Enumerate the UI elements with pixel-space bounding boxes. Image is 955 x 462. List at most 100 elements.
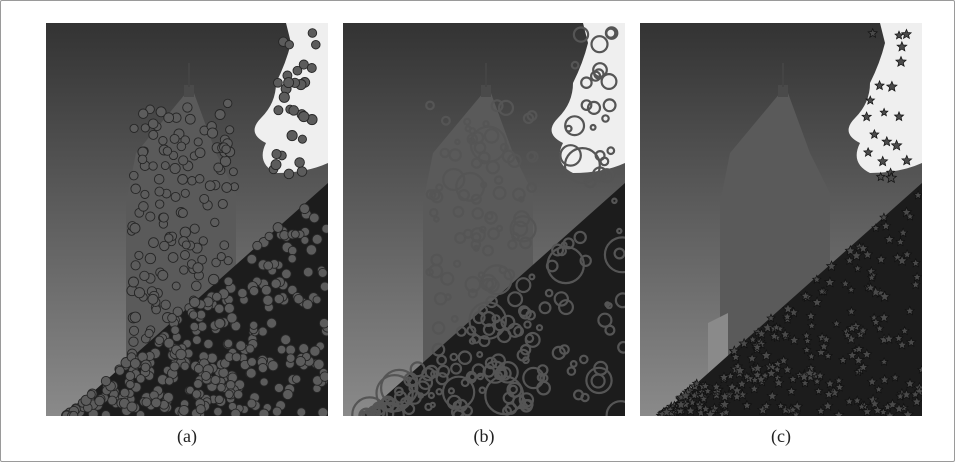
- filled-circle-marker: [276, 344, 287, 355]
- open-circle-marker: [455, 326, 467, 337]
- open-circle-marker: [470, 157, 483, 169]
- filled-circle-marker: [189, 321, 200, 332]
- open-circle-marker: [501, 149, 516, 164]
- filled-circle-marker: [216, 382, 226, 393]
- marker-layer-c: [655, 27, 922, 416]
- star-marker: [896, 339, 908, 350]
- open-circle-marker: [463, 117, 472, 126]
- open-circle-marker: [579, 254, 592, 267]
- filled-circle-marker: [218, 367, 229, 378]
- star-marker: [800, 290, 811, 301]
- open-circle-marker: [566, 366, 577, 376]
- star-marker: [834, 381, 845, 392]
- open-circle-marker: [473, 141, 487, 154]
- open-circle-marker: [448, 148, 462, 162]
- open-circle-marker: [614, 292, 625, 309]
- cloud: [254, 23, 328, 173]
- filled-circle-marker: [247, 357, 257, 367]
- filled-circle-marker: [141, 397, 152, 408]
- filled-circle-marker: [125, 380, 135, 390]
- star-marker: [857, 325, 869, 336]
- star-marker: [896, 254, 909, 266]
- open-circle-marker: [431, 342, 446, 357]
- open-circle-marker: [494, 371, 503, 381]
- star-marker: [875, 253, 887, 265]
- star-marker: [791, 400, 804, 413]
- filled-circle-marker: [153, 173, 165, 185]
- caption-b: (b): [473, 426, 495, 446]
- filled-circle-marker: [94, 395, 105, 407]
- filled-circle-marker: [267, 360, 279, 372]
- filled-circle-marker: [257, 363, 268, 374]
- open-circle-marker: [603, 236, 625, 274]
- open-circle-marker: [361, 410, 370, 416]
- filled-circle-marker: [191, 280, 202, 292]
- panel-a: [46, 23, 328, 416]
- filled-circle-marker: [214, 109, 226, 120]
- star-marker: [675, 398, 687, 410]
- open-circle-marker: [476, 372, 485, 381]
- star-marker: [813, 386, 824, 396]
- open-circle-marker: [585, 366, 613, 395]
- open-circle-marker: [499, 142, 509, 152]
- filled-circle-marker: [157, 269, 169, 281]
- star-marker: [741, 399, 753, 411]
- filled-circle-marker: [188, 310, 199, 320]
- panel-a-photo: [46, 23, 328, 416]
- open-circle-marker: [452, 205, 465, 218]
- filled-circle-marker: [307, 28, 318, 38]
- open-circle-marker: [435, 372, 449, 386]
- filled-circle-marker: [187, 176, 197, 186]
- filled-circle-marker: [231, 352, 242, 363]
- open-circle-marker: [477, 151, 491, 165]
- star-marker: [718, 398, 731, 410]
- open-circle-marker: [497, 368, 508, 380]
- star-marker: [782, 364, 794, 375]
- star-marker: [844, 396, 855, 406]
- filled-circle-marker: [258, 408, 270, 416]
- filled-circle-marker: [273, 77, 283, 88]
- open-circle-marker: [442, 167, 466, 192]
- marker-layer-a: [61, 28, 328, 416]
- star-marker: [769, 330, 780, 341]
- open-circle-marker: [518, 306, 532, 320]
- filled-circle-marker: [193, 363, 204, 374]
- star-marker: [861, 248, 874, 260]
- filled-circle-marker: [144, 252, 157, 265]
- open-circle-marker: [457, 189, 470, 202]
- filled-circle-marker: [140, 123, 150, 133]
- filled-circle-marker: [298, 343, 310, 354]
- open-circle-marker: [476, 351, 484, 359]
- star-marker: [867, 27, 879, 38]
- filled-circle-marker: [176, 141, 187, 152]
- star-marker: [749, 383, 760, 394]
- filled-circle-marker: [262, 294, 274, 306]
- filled-circle-marker: [189, 296, 201, 308]
- star-marker: [879, 357, 889, 366]
- open-circle-marker: [512, 220, 529, 237]
- open-circle-marker: [457, 350, 473, 365]
- filled-circle-marker: [302, 266, 314, 278]
- open-circle-marker: [519, 236, 532, 250]
- star-marker: [890, 139, 903, 151]
- open-circle-marker: [551, 243, 565, 257]
- filled-circle-marker: [270, 159, 282, 171]
- open-circle-marker: [606, 146, 616, 156]
- filled-circle-marker: [210, 375, 221, 385]
- open-circle-marker: [518, 392, 535, 408]
- filled-circle-marker: [271, 406, 283, 416]
- open-circle-marker: [480, 311, 497, 328]
- star-marker: [703, 386, 713, 396]
- star-marker: [751, 362, 764, 374]
- filled-circle-marker: [189, 223, 200, 234]
- star-marker: [767, 361, 778, 372]
- open-circle-marker: [497, 99, 515, 117]
- filled-circle-marker: [129, 311, 142, 323]
- spire: [184, 85, 194, 97]
- filled-circle-marker: [170, 325, 180, 335]
- filled-circle-marker: [263, 260, 274, 271]
- star-marker: [842, 330, 853, 340]
- star-marker: [801, 330, 812, 340]
- star-marker: [825, 260, 838, 272]
- filled-circle-marker: [285, 353, 296, 363]
